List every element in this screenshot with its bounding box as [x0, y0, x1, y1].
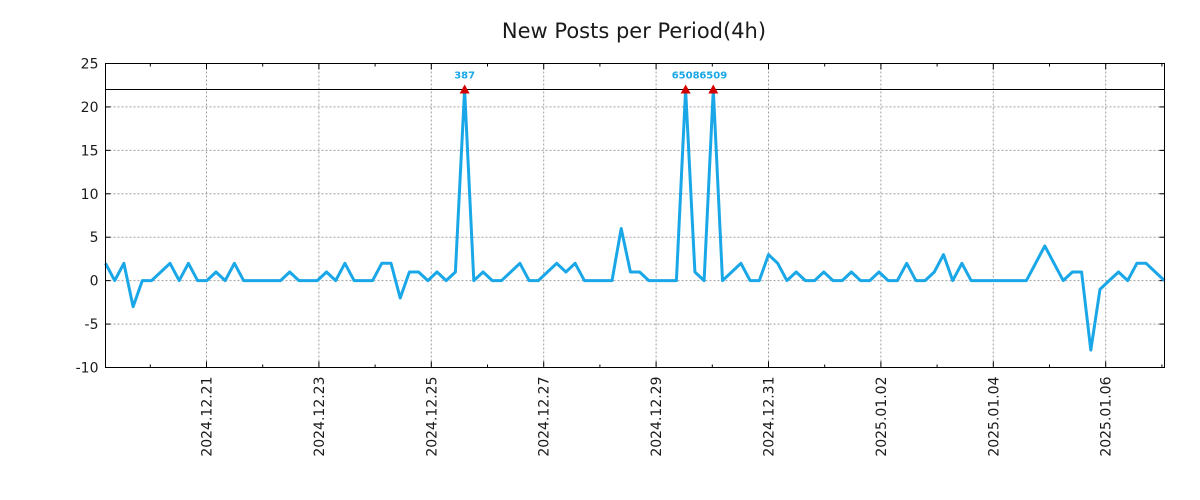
y-tick-label: 10 — [81, 187, 99, 203]
x-tick-label: 2024.12.23 — [312, 377, 328, 457]
peak-marker — [459, 84, 470, 94]
y-tick-label: 0 — [90, 274, 99, 290]
y-axis-ticks: -10 -5 0 5 10 15 20 25 — [76, 57, 1165, 377]
x-tick-label: 2025.01.02 — [874, 377, 890, 457]
y-tick-label: 5 — [90, 230, 99, 246]
series-layer — [104, 88, 1166, 352]
x-tick-label: 2024.12.21 — [200, 377, 216, 457]
y-tick-label: -5 — [85, 317, 99, 333]
peak-marker — [708, 84, 719, 94]
peak-label: 6508 — [672, 71, 700, 82]
x-tick-label: 2024.12.29 — [649, 377, 665, 457]
y-tick-label: 20 — [81, 100, 99, 116]
y-tick-label: 15 — [81, 143, 99, 159]
x-tick-label: 2024.12.25 — [424, 377, 440, 457]
x-tick-label: 2025.01.06 — [1099, 376, 1115, 456]
x-tick-label: 2025.01.04 — [986, 376, 1002, 456]
peak-marker — [680, 84, 691, 94]
grid — [105, 63, 1165, 368]
x-axis-ticks: 2024.12.21 2024.12.23 2024.12.25 2024.12.27… — [149, 63, 1163, 457]
annotations: 387 6508 6509 — [454, 71, 727, 94]
chart-title: New Posts per Period(4h) — [502, 19, 766, 43]
peak-label: 387 — [454, 71, 475, 82]
x-tick-label: 2024.12.27 — [537, 377, 553, 457]
plot-frame — [105, 63, 1165, 368]
peak-label: 6509 — [699, 71, 727, 82]
y-tick-label: -10 — [76, 361, 99, 377]
series-line-new-posts — [104, 88, 1166, 352]
y-tick-label: 25 — [81, 57, 99, 73]
x-tick-label: 2024.12.31 — [762, 377, 778, 457]
